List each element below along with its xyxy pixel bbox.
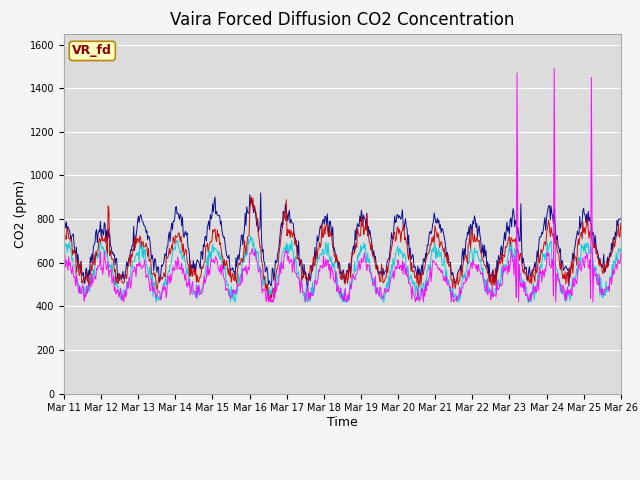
X-axis label: Time: Time xyxy=(327,416,358,429)
Y-axis label: CO2 (ppm): CO2 (ppm) xyxy=(14,180,27,248)
Text: VR_fd: VR_fd xyxy=(72,44,112,58)
Legend: West soil, West air, North soil, North air: West soil, West air, North soil, North a… xyxy=(160,479,525,480)
Title: Vaira Forced Diffusion CO2 Concentration: Vaira Forced Diffusion CO2 Concentration xyxy=(170,11,515,29)
